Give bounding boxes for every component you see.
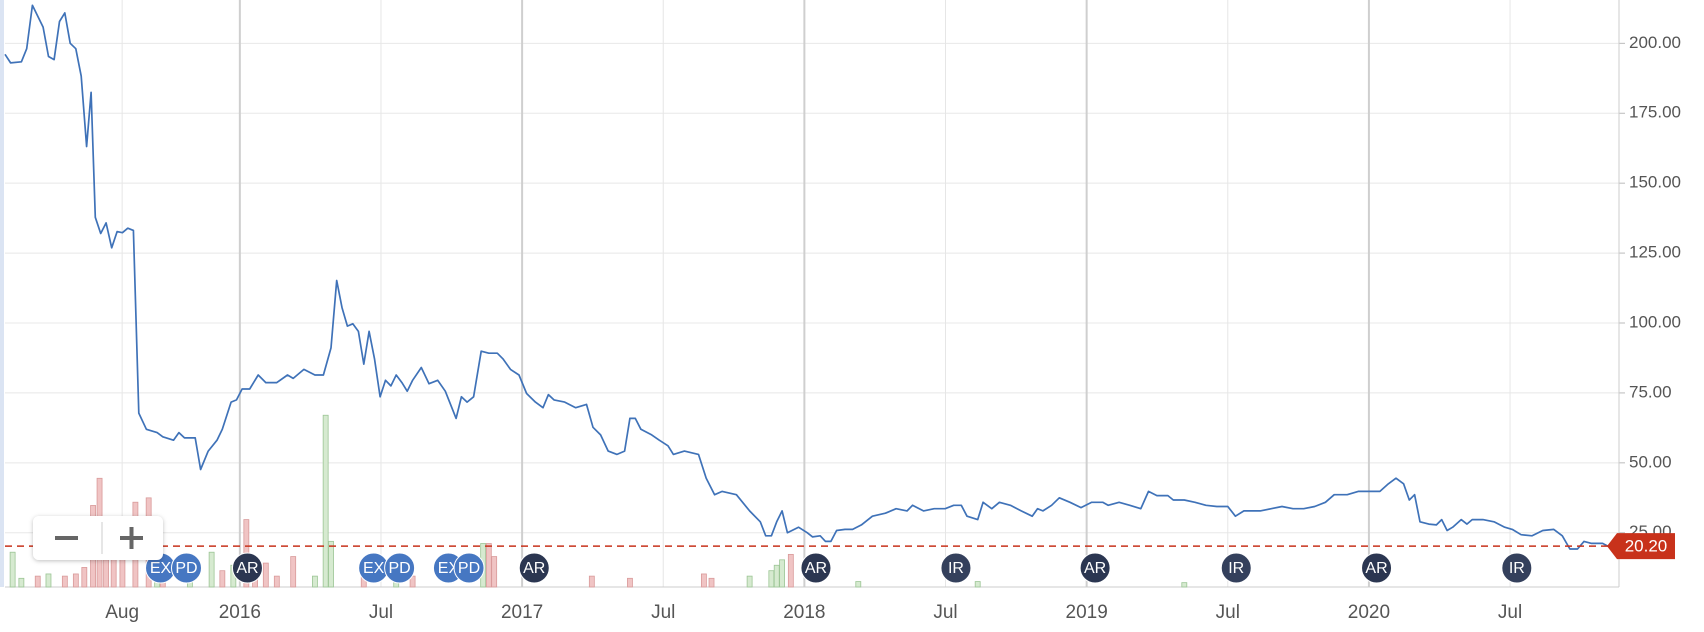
volume-bar	[208, 551, 215, 588]
event-label: IR	[948, 560, 964, 577]
event-label: AR	[1084, 560, 1106, 577]
zoom-panel[interactable]	[33, 516, 163, 560]
volume-bar	[103, 559, 109, 588]
event-label: IR	[1228, 560, 1244, 577]
volume-bar	[700, 573, 707, 588]
x-tick-label: Aug	[105, 602, 139, 623]
volume-bar	[322, 414, 329, 588]
grid: 25.0050.0075.00100.00125.00150.00175.002…	[5, 0, 1681, 623]
event-marker	[940, 552, 972, 584]
x-tick-label: Jul	[1216, 602, 1240, 623]
event-marker	[453, 552, 485, 584]
event-marker	[1361, 552, 1393, 584]
event-label: PD	[458, 560, 480, 577]
event-marker	[1220, 552, 1252, 584]
event-label: AR	[805, 560, 827, 577]
volume-bar	[262, 562, 269, 588]
volume-bar	[312, 575, 318, 588]
x-tick-label: 2017	[501, 602, 543, 623]
x-tick-label: 2018	[783, 602, 825, 623]
volume-bar	[708, 577, 715, 588]
zoom-control[interactable]	[33, 516, 163, 560]
volume-bar	[779, 559, 785, 588]
x-tick-label: Jul	[369, 602, 393, 623]
event-label: PD	[175, 560, 197, 577]
event-marker	[1079, 552, 1111, 584]
x-tick-label: Jul	[933, 602, 957, 623]
volume-bar	[45, 573, 52, 588]
volume-bar	[588, 575, 595, 588]
y-tick-label: 50.00	[1629, 452, 1672, 471]
event-marker	[518, 552, 550, 584]
event-label: IR	[1509, 560, 1525, 577]
last-price-label: 20.20	[1625, 537, 1668, 556]
y-tick-label: 75.00	[1629, 382, 1672, 401]
volume-bar	[34, 575, 41, 588]
event-label: PD	[388, 560, 410, 577]
y-tick-label: 150.00	[1629, 173, 1681, 192]
event-marker	[1501, 552, 1533, 584]
volume-bar	[1181, 582, 1188, 588]
volume-bar	[787, 553, 794, 588]
volume-bar	[485, 543, 492, 588]
volume-bar	[18, 577, 25, 588]
x-tick-label: Jul	[1498, 602, 1522, 623]
volume-bar	[773, 564, 780, 588]
y-tick-label: 100.00	[1629, 312, 1681, 331]
volume-bar	[81, 567, 88, 588]
volume-bar	[746, 575, 753, 588]
last-price-tag	[1607, 533, 1675, 560]
price	[4, 4, 1609, 550]
event-marker	[800, 552, 832, 584]
event-marker	[384, 552, 416, 584]
x-tick-label: Jul	[651, 602, 675, 623]
volume-bar	[491, 556, 498, 588]
volume-bar	[219, 570, 226, 588]
event-label: EX	[150, 560, 172, 577]
volume-bar	[61, 575, 68, 588]
y-tick-label: 200.00	[1629, 33, 1681, 52]
volume-bar	[328, 540, 334, 588]
event-label: AR	[1365, 560, 1387, 577]
volume-bar	[290, 556, 297, 588]
price-line	[4, 4, 1609, 550]
event-label: AR	[236, 560, 258, 577]
volume-bar	[273, 575, 280, 588]
event-marker	[170, 552, 202, 584]
volume-bar	[72, 573, 79, 588]
x-tick-label: 2019	[1066, 602, 1108, 623]
volume-bar	[9, 551, 16, 588]
volume-bar	[855, 581, 862, 588]
event-label: AR	[523, 560, 545, 577]
event-marker	[231, 552, 263, 584]
event-label: EX	[363, 560, 385, 577]
x-tick-label: 2016	[219, 602, 261, 623]
volume-bar	[768, 570, 775, 588]
y-tick-label: 125.00	[1629, 243, 1681, 262]
y-tick-label: 175.00	[1629, 103, 1681, 122]
volume-bar	[627, 577, 633, 588]
x-tick-label: 2020	[1348, 602, 1390, 623]
volume-bar	[974, 581, 981, 588]
